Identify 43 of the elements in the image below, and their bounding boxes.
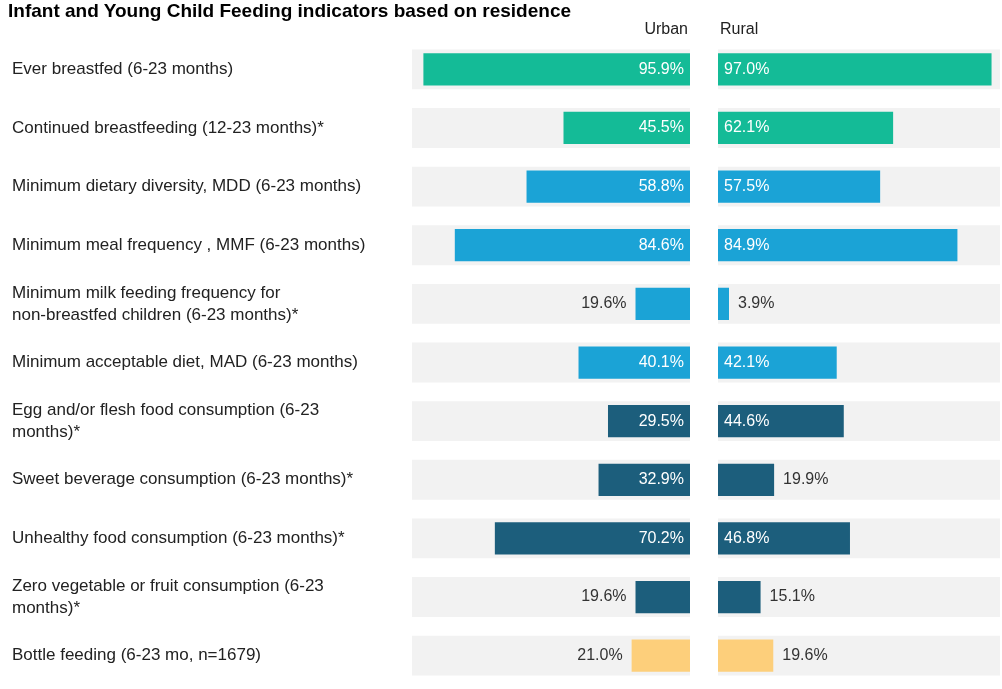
data-label: 70.2% <box>638 528 684 546</box>
y-tick-label: Unhealthy food consumption (6-23 months)* <box>12 528 346 548</box>
data-label: 42.1% <box>724 352 770 370</box>
bar <box>635 580 690 614</box>
y-tick-label: Ever breastfed (6-23 months) <box>12 59 234 79</box>
data-label: 40.1% <box>638 352 684 370</box>
data-label: 19.6% <box>581 294 627 312</box>
bar <box>718 287 729 320</box>
chart-subtitle: Rural <box>720 20 759 38</box>
y-tick-label: Bottle feeding (6-23 mo, n=1679) <box>12 645 262 665</box>
bar <box>718 639 774 672</box>
data-label: 57.5% <box>724 177 770 194</box>
data-label: 15.1% <box>769 587 815 605</box>
data-label: 29.5% <box>638 411 684 429</box>
data-label: 95.9% <box>638 59 684 77</box>
data-label: 19.6% <box>581 587 627 605</box>
y-tick-label: Minimum dietary diversity, MDD (6-23 months) <box>12 176 362 196</box>
data-label: 21.0% <box>577 646 623 664</box>
data-label: 97.0% <box>724 59 770 77</box>
data-label: 32.9% <box>638 470 684 488</box>
y-tick-label: Egg and/or flesh food consumption (6-23 months)* <box>12 399 320 441</box>
data-label: 46.8% <box>724 528 770 546</box>
y-tick-label: Minimum milk feeding frequency for non-breastfed children (6-23 months)* <box>12 282 299 324</box>
data-label: 19.6% <box>782 646 828 664</box>
data-label: 58.8% <box>638 177 684 194</box>
bar <box>718 463 775 496</box>
y-tick-label: Continued breastfeeding (12-23 months)* <box>12 117 325 137</box>
data-label: 62.1% <box>724 118 770 136</box>
data-label: 84.6% <box>638 235 684 253</box>
chart-subtitle: Urban <box>644 20 688 38</box>
data-label: 3.9% <box>738 294 775 312</box>
y-tick-label: Minimum meal frequency , MMF (6-23 months) <box>12 234 366 254</box>
data-label: 19.9% <box>783 470 829 488</box>
data-label: 45.5% <box>638 118 684 136</box>
data-label: 44.6% <box>724 411 770 429</box>
y-tick-label: Zero vegetable or fruit consumption (6-23 months)* <box>12 575 324 617</box>
bar <box>631 639 690 672</box>
bar <box>635 287 690 320</box>
y-tick-label: Minimum acceptable diet, MAD (6-23 months) <box>12 352 358 372</box>
bar <box>718 580 761 614</box>
data-label: 84.9% <box>724 235 770 253</box>
y-tick-label: Sweet beverage consumption (6-23 months)* <box>12 469 354 489</box>
chart-title: Infant and Young Child Feeding indicators based on residence <box>8 0 572 22</box>
